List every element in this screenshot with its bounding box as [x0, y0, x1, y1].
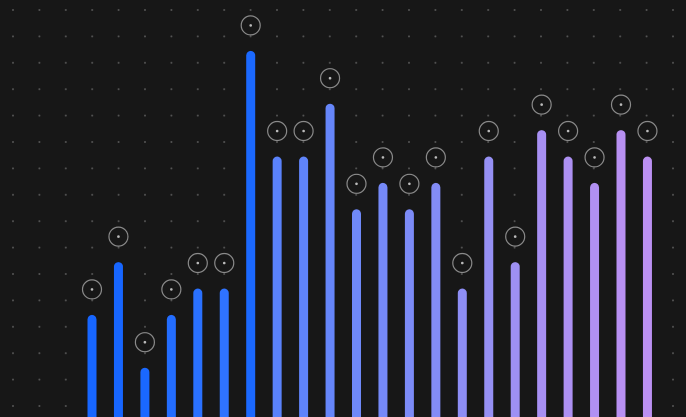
bar-marker-dot: [328, 76, 332, 80]
bar-marker-dot: [90, 288, 94, 291]
bar-marker-dot: [593, 156, 596, 159]
bar-marker-ring: [81, 279, 103, 300]
bar-marker-ring: [557, 120, 579, 142]
bar-marker-dot: [566, 129, 570, 133]
bar-marker-ring: [161, 279, 182, 300]
bar-marker-ring: [293, 120, 314, 142]
bar-marker-dot: [646, 129, 649, 133]
bar-marker-dot: [513, 235, 517, 238]
bar-marker-dot: [143, 340, 147, 344]
bar-marker-ring: [531, 94, 552, 115]
bar-marker-dot: [302, 129, 305, 133]
bar-marker-dot: [275, 129, 279, 133]
bar-marker-ring: [637, 120, 658, 142]
bar-marker-ring: [610, 94, 632, 115]
bar-marker-ring: [214, 252, 235, 274]
bar-marker-dot: [487, 129, 491, 133]
bar-marker-ring: [584, 147, 605, 168]
bar-marker-dot: [619, 103, 623, 106]
bar-marker-dot: [222, 261, 226, 265]
bar-marker-ring: [134, 332, 155, 353]
bar-marker-dot: [540, 103, 543, 106]
bar-marker-ring: [478, 120, 499, 142]
bar-marker-ring: [505, 226, 526, 247]
bar-marker-dot: [249, 24, 252, 27]
bar-marker-dot: [170, 288, 173, 291]
bar-marker-ring: [267, 120, 288, 142]
bar-marker-dot: [117, 235, 120, 238]
bar-marker-ring: [372, 147, 394, 168]
bar-marker-ring: [425, 147, 446, 168]
bar-marker-ring: [319, 68, 341, 89]
bar-marker-ring: [108, 226, 129, 247]
bar-marker-dot: [381, 156, 385, 159]
bar-marker-dot: [408, 182, 411, 186]
bar-marker-ring: [187, 252, 208, 274]
bar-marker-ring: [452, 252, 473, 274]
bar-marker-dot: [461, 261, 464, 265]
bar-marker-dot: [355, 182, 358, 186]
bar-marker-ring: [240, 15, 261, 36]
bar-marker-dot: [196, 261, 200, 265]
bar-marker-dot: [434, 156, 438, 159]
bar-marker-ring: [399, 173, 420, 194]
bar-marker-ring: [346, 173, 367, 194]
